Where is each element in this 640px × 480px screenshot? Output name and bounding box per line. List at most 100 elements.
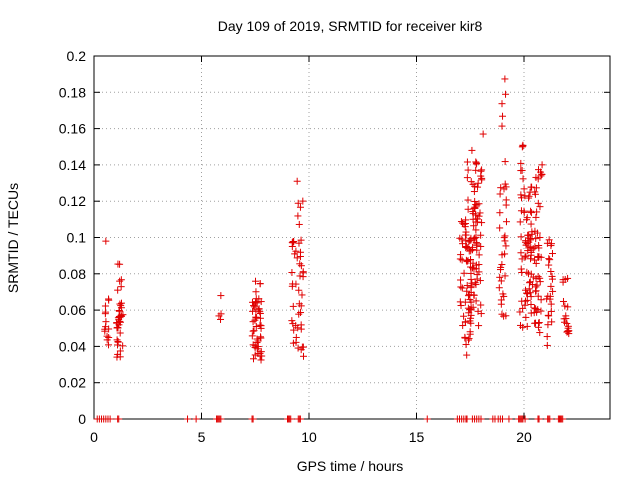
data-point <box>497 263 505 271</box>
data-point <box>502 90 510 98</box>
data-point <box>293 254 301 262</box>
data-point <box>536 329 544 337</box>
data-point <box>293 177 301 185</box>
data-point <box>522 252 530 260</box>
data-point <box>116 277 124 285</box>
data-point <box>466 328 474 336</box>
data-point <box>469 208 477 216</box>
data-point <box>251 351 259 359</box>
data-point <box>115 415 123 423</box>
data-point <box>499 290 507 298</box>
data-point <box>289 238 297 246</box>
data-point <box>525 243 533 251</box>
data-point <box>544 311 552 319</box>
y-tick-label: 0.14 <box>59 157 86 173</box>
data-point <box>472 226 480 234</box>
data-point <box>457 251 465 259</box>
data-point <box>475 261 483 269</box>
data-point <box>527 220 535 228</box>
data-point <box>532 184 540 192</box>
data-point <box>470 291 478 299</box>
data-point <box>545 255 553 263</box>
data-point <box>295 220 303 228</box>
data-point <box>477 415 485 423</box>
data-point <box>256 321 264 329</box>
data-point <box>532 287 540 295</box>
y-tick-label: 0.02 <box>59 375 86 391</box>
data-point <box>497 277 505 285</box>
data-point <box>496 224 504 232</box>
data-point <box>253 314 261 322</box>
data-point <box>296 253 304 261</box>
data-point <box>467 256 475 264</box>
data-point <box>531 190 539 198</box>
data-point <box>470 188 478 196</box>
data-point <box>297 262 305 270</box>
data-point <box>523 296 531 304</box>
data-point <box>467 275 475 283</box>
data-point <box>457 283 465 291</box>
data-point <box>559 297 567 305</box>
data-point <box>192 415 200 423</box>
data-point <box>475 322 483 330</box>
x-tick-label: 5 <box>198 429 206 445</box>
y-tick-label: 0.16 <box>59 121 86 137</box>
data-point <box>467 282 475 290</box>
data-point <box>473 215 481 223</box>
data-point <box>287 415 295 423</box>
data-point <box>533 229 541 237</box>
data-point <box>535 415 543 423</box>
data-point <box>543 333 551 341</box>
data-point <box>297 302 305 310</box>
x-axis: 0 5 10 15 20 <box>90 56 532 445</box>
data-point <box>523 289 531 297</box>
data-point <box>529 273 537 281</box>
data-point <box>532 213 540 221</box>
data-point <box>518 269 526 277</box>
data-point <box>477 242 485 250</box>
data-point <box>521 415 529 423</box>
data-point <box>102 318 110 326</box>
chart-title: Day 109 of 2019, SRMTID for receiver kir… <box>218 18 483 34</box>
data-point <box>548 250 556 258</box>
data-point <box>457 302 465 310</box>
data-point <box>518 143 526 151</box>
data-point <box>534 199 542 207</box>
data-point <box>298 343 306 351</box>
data-point <box>467 288 475 296</box>
data-point <box>535 253 543 261</box>
data-point <box>563 320 571 328</box>
data-point <box>501 75 509 83</box>
data-point <box>528 281 536 289</box>
data-point <box>253 299 261 307</box>
data-point <box>296 272 304 280</box>
data-point <box>114 286 122 294</box>
data-point <box>467 298 475 306</box>
data-point <box>527 301 535 309</box>
data-point <box>105 341 113 349</box>
data-point <box>531 256 539 264</box>
data-point <box>563 328 571 336</box>
data-point <box>297 309 305 317</box>
data-point <box>533 281 541 289</box>
data-point <box>475 251 483 259</box>
data-point <box>537 296 545 304</box>
data-point <box>462 242 470 250</box>
data-point <box>547 307 555 315</box>
data-point <box>522 313 530 321</box>
data-point <box>292 322 300 330</box>
data-point <box>518 194 526 202</box>
data-point <box>249 327 257 335</box>
data-point <box>288 269 296 277</box>
data-point <box>496 273 504 281</box>
data-point <box>526 236 534 244</box>
data-point <box>501 158 509 166</box>
data-point <box>547 300 555 308</box>
data-point <box>117 276 125 284</box>
data-point <box>477 231 485 239</box>
y-axis: 0 0.02 0.04 0.06 0.08 0.1 0.12 0.14 0.16 0.18 0.2 <box>59 48 610 427</box>
data-point <box>544 321 552 329</box>
data-point <box>546 415 554 423</box>
data-point <box>502 242 510 250</box>
data-point <box>257 322 265 330</box>
